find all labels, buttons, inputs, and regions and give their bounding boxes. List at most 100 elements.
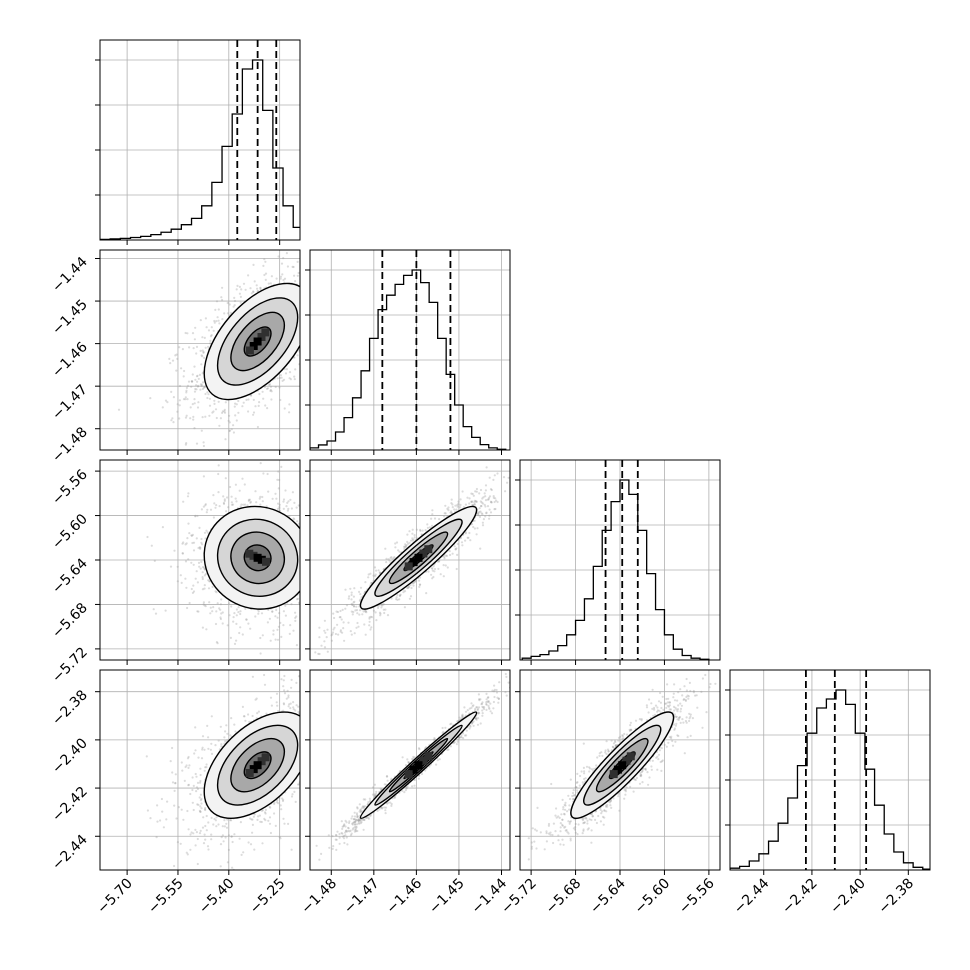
- scatter-point: [381, 604, 384, 607]
- scatter-point: [315, 761, 317, 763]
- scatter-point: [303, 264, 305, 266]
- scatter-point: [241, 477, 244, 480]
- scatter-point: [186, 809, 189, 813]
- scatter-point: [204, 537, 207, 540]
- scatter-point: [207, 848, 210, 851]
- scatter-point: [472, 525, 475, 529]
- scatter-point: [182, 541, 185, 544]
- scatter-point: [307, 547, 309, 549]
- scatter-point: [454, 548, 457, 551]
- scatter-point: [336, 610, 340, 614]
- scatter-point: [335, 730, 337, 732]
- scatter-point: [473, 503, 476, 506]
- scatter-point: [217, 472, 220, 476]
- scatter-point: [194, 387, 197, 391]
- scatter-point: [237, 606, 240, 609]
- scatter-point: [403, 590, 407, 593]
- scatter-point: [201, 826, 205, 829]
- scatter-point: [252, 411, 256, 414]
- scatter-point: [451, 503, 454, 506]
- scatter-point: [506, 481, 509, 484]
- scatter-point: [229, 734, 232, 737]
- scatter-point: [250, 818, 253, 821]
- scatter-point: [335, 610, 338, 613]
- scatter-point: [318, 537, 320, 539]
- scatter-point: [453, 508, 456, 511]
- scatter-point: [259, 287, 262, 290]
- scatter-point: [259, 503, 262, 506]
- scatter-point: [301, 565, 303, 567]
- scatter-point: [196, 406, 200, 409]
- scatter-point: [418, 583, 422, 586]
- scatter-point: [444, 554, 447, 557]
- scatter-point: [262, 397, 265, 400]
- scatter-point: [332, 612, 335, 615]
- scatter-point: [339, 298, 341, 300]
- scatter-point: [260, 809, 263, 812]
- scatter-point: [488, 476, 491, 479]
- scatter-point: [311, 825, 313, 827]
- scatter-point: [412, 581, 415, 584]
- scatter-point: [478, 510, 481, 514]
- scatter-point: [297, 601, 300, 604]
- scatter-point: [240, 503, 243, 506]
- scatter-point: [294, 280, 297, 283]
- scatter-point: [496, 472, 499, 475]
- scatter-point: [258, 392, 261, 396]
- scatter-point: [215, 641, 218, 644]
- scatter-point: [294, 709, 297, 712]
- scatter-point: [304, 723, 306, 725]
- scatter-point: [200, 508, 203, 511]
- scatter-point: [305, 355, 307, 357]
- scatter-point: [247, 398, 250, 401]
- scatter-point: [419, 528, 422, 532]
- scatter-point: [459, 503, 462, 506]
- scatter-point: [395, 541, 399, 544]
- scatter-point: [350, 593, 353, 597]
- scatter-point: [196, 862, 199, 866]
- scatter-point: [220, 836, 223, 839]
- scatter-point: [398, 550, 401, 553]
- scatter-point: [316, 714, 318, 716]
- density-peak-cell: [404, 562, 413, 571]
- scatter-point: [245, 618, 248, 621]
- scatter-point: [228, 303, 231, 306]
- scatter-point: [318, 332, 320, 334]
- scatter-point: [201, 588, 204, 591]
- scatter-point: [184, 331, 187, 335]
- scatter-point: [360, 237, 362, 239]
- scatter-point: [186, 398, 189, 401]
- scatter-point: [184, 543, 187, 546]
- scatter-point: [302, 301, 304, 303]
- scatter-point: [291, 265, 294, 268]
- scatter-point: [316, 608, 318, 610]
- scatter-point: [207, 821, 210, 824]
- scatter-point: [224, 438, 227, 441]
- scatter-point: [217, 464, 220, 467]
- scatter-point: [282, 507, 285, 510]
- scatter-point: [475, 533, 478, 536]
- scatter-point: [264, 808, 267, 812]
- scatter-point: [515, 483, 517, 485]
- scatter-point: [193, 365, 196, 368]
- scatter-point: [322, 812, 324, 814]
- scatter-point: [234, 483, 237, 486]
- scatter-point: [191, 403, 194, 406]
- scatter-point: [283, 277, 287, 280]
- density-peak-cell: [424, 545, 433, 554]
- scatter-point: [325, 305, 327, 307]
- scatter-point: [432, 565, 435, 568]
- scatter-point: [319, 750, 321, 752]
- scatter-point: [324, 274, 326, 276]
- scatter-point: [204, 392, 207, 396]
- scatter-point: [199, 567, 202, 570]
- scatter-point: [330, 639, 333, 642]
- scatter-point: [150, 544, 153, 547]
- scatter-point: [302, 539, 304, 541]
- scatter-point: [352, 601, 355, 604]
- scatter-point: [380, 603, 383, 607]
- scatter-point: [169, 565, 173, 568]
- scatter-point: [312, 298, 314, 300]
- scatter-point: [236, 284, 239, 287]
- scatter-point: [233, 405, 236, 408]
